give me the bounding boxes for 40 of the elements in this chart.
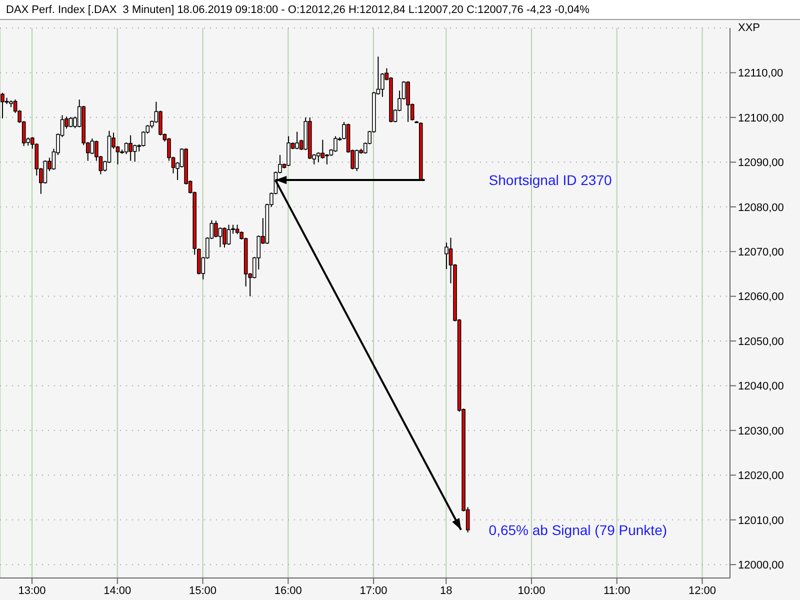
y-tick-label: 12090,00 [738,157,784,170]
candlestick [43,160,48,184]
y-tick-label: 12000,00 [738,559,784,572]
y-tick-label: 12110,00 [738,68,784,80]
y-tick-label: 12080,00 [738,202,784,214]
x-tick-label: 14:00 [104,584,132,597]
candlestick [406,80,410,122]
y-tick-label: 12050,00 [738,336,784,348]
candlestick [334,136,338,152]
x-tick-label: 17:00 [360,584,388,597]
annotation: Shortsignal ID 2370 [488,172,612,188]
x-tick-label: 11:00 [604,584,630,597]
y-tick-label: 12100,00 [738,112,784,124]
annotation: 0,65% ab Signal (79 Punkte) [488,522,668,538]
y-tick-label: 12070,00 [738,246,784,258]
y-tick-label: 12040,00 [738,380,784,393]
candlestick [320,139,325,160]
candlestick [354,149,359,172]
candlestick [218,226,222,248]
y-tick-label: 12060,00 [738,291,784,304]
y-tick-label: 12020,00 [738,470,784,482]
candlestick [68,116,73,128]
candlestick [0,92,4,119]
x-tick-label: 10:00 [518,584,546,597]
y-tick-label: 12010,00 [738,514,784,527]
candlestick [286,136,290,167]
candlestick [128,134,132,162]
candlestick [295,131,299,150]
x-tick-label: 15:00 [189,584,217,597]
x-tick-label: 16:00 [274,584,302,597]
x-tick-label: 13:00 [18,584,46,597]
y-tick-label: 12030,00 [738,425,784,438]
y-axis-title: XXP [738,22,760,34]
x-tick-label: 18 [440,584,452,597]
candlestick [124,142,128,155]
chart-title: DAX Perf. Index [.DAX 3 Minuten] 18.06.2019 09:18:00 - O:12012,26 H:12012,84 L:12007,20 C:12007,76 -4,23 -0,04% [0,0,800,20]
candlestick [226,224,231,246]
x-tick-label: 12:00 [688,584,716,597]
candlestick [222,226,226,248]
candlestick [132,144,137,162]
